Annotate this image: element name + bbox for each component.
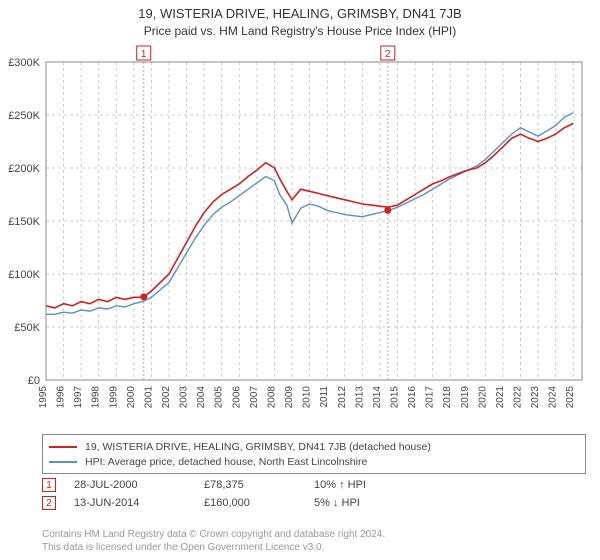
chart-title-sub: Price paid vs. HM Land Registry's House … <box>0 24 600 38</box>
svg-text:2013: 2013 <box>354 386 365 409</box>
svg-text:2017: 2017 <box>425 386 436 409</box>
svg-text:1997: 1997 <box>73 386 84 409</box>
footer-attribution: Contains HM Land Registry data © Crown c… <box>42 529 385 554</box>
svg-text:2020: 2020 <box>477 386 488 409</box>
transaction-marker-2: 2 <box>42 496 56 510</box>
svg-text:2000: 2000 <box>126 386 137 409</box>
svg-text:2018: 2018 <box>442 386 453 409</box>
legend-label-property: 19, WISTERIA DRIVE, HEALING, GRIMSBY, DN… <box>85 441 431 453</box>
svg-text:2015: 2015 <box>389 386 400 409</box>
svg-text:£50K: £50K <box>14 322 40 334</box>
svg-text:2004: 2004 <box>196 386 207 409</box>
legend-row-hpi: HPI: Average price, detached house, Nort… <box>49 454 579 469</box>
svg-text:1: 1 <box>141 49 147 60</box>
svg-text:2012: 2012 <box>337 386 348 409</box>
svg-text:£250K: £250K <box>8 110 40 122</box>
svg-text:£100K: £100K <box>8 269 40 281</box>
svg-text:2010: 2010 <box>302 386 313 409</box>
transaction-date-1: 28-JUL-2000 <box>74 479 204 491</box>
legend-row-property: 19, WISTERIA DRIVE, HEALING, GRIMSBY, DN… <box>49 439 579 454</box>
svg-text:2024: 2024 <box>548 386 559 409</box>
svg-text:2001: 2001 <box>143 386 154 409</box>
arrow-down-icon: ↓ <box>333 497 339 509</box>
svg-text:£150K: £150K <box>8 216 40 228</box>
legend: 19, WISTERIA DRIVE, HEALING, GRIMSBY, DN… <box>42 434 586 474</box>
arrow-up-icon: ↑ <box>339 479 345 491</box>
transaction-marker-1: 1 <box>42 478 56 492</box>
legend-swatch-hpi <box>49 461 77 463</box>
svg-text:2022: 2022 <box>512 386 523 409</box>
svg-text:2016: 2016 <box>407 386 418 409</box>
footer-line-2: This data is licensed under the Open Gov… <box>42 542 385 555</box>
svg-text:2025: 2025 <box>565 386 576 409</box>
svg-text:2008: 2008 <box>266 386 277 409</box>
transaction-date-2: 13-JUN-2014 <box>74 497 204 509</box>
transaction-row-1: 1 28-JUL-2000 £78,375 10% ↑ HPI <box>42 476 586 494</box>
svg-text:2006: 2006 <box>231 386 242 409</box>
svg-text:1999: 1999 <box>108 386 119 409</box>
transaction-pct-1: 10% ↑ HPI <box>314 479 454 491</box>
svg-text:2019: 2019 <box>460 386 471 409</box>
svg-text:1995: 1995 <box>38 386 49 409</box>
transaction-price-1: £78,375 <box>204 479 314 491</box>
footer-line-1: Contains HM Land Registry data © Crown c… <box>42 529 385 542</box>
svg-text:1998: 1998 <box>91 386 102 409</box>
svg-text:£200K: £200K <box>8 163 40 175</box>
chart-title-main: 19, WISTERIA DRIVE, HEALING, GRIMSBY, DN… <box>0 6 600 21</box>
svg-text:2021: 2021 <box>495 386 506 409</box>
svg-text:2005: 2005 <box>214 386 225 409</box>
svg-text:£0: £0 <box>28 375 40 387</box>
svg-text:2003: 2003 <box>179 386 190 409</box>
price-chart: £0£50K£100K£150K£200K£250K£300K199519961… <box>42 56 586 416</box>
svg-text:2023: 2023 <box>530 386 541 409</box>
legend-swatch-property <box>49 446 77 448</box>
svg-text:2: 2 <box>385 49 391 60</box>
svg-text:2002: 2002 <box>161 386 172 409</box>
svg-text:2007: 2007 <box>249 386 260 409</box>
transactions-table: 1 28-JUL-2000 £78,375 10% ↑ HPI 2 13-JUN… <box>42 476 586 512</box>
transaction-price-2: £160,000 <box>204 497 314 509</box>
transaction-row-2: 2 13-JUN-2014 £160,000 5% ↓ HPI <box>42 494 586 512</box>
svg-text:£300K: £300K <box>8 57 40 69</box>
legend-label-hpi: HPI: Average price, detached house, Nort… <box>85 456 367 468</box>
svg-text:1996: 1996 <box>56 386 67 409</box>
svg-text:2009: 2009 <box>284 386 295 409</box>
svg-text:2014: 2014 <box>372 386 383 409</box>
transaction-pct-2: 5% ↓ HPI <box>314 497 454 509</box>
svg-text:2011: 2011 <box>319 386 330 408</box>
